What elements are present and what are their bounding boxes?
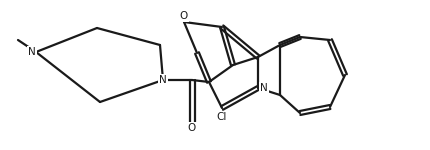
Text: N: N — [28, 47, 36, 57]
Text: Cl: Cl — [217, 112, 227, 122]
Text: O: O — [188, 123, 196, 133]
Text: N: N — [260, 83, 268, 93]
Text: O: O — [180, 11, 188, 21]
Text: N: N — [159, 75, 167, 85]
